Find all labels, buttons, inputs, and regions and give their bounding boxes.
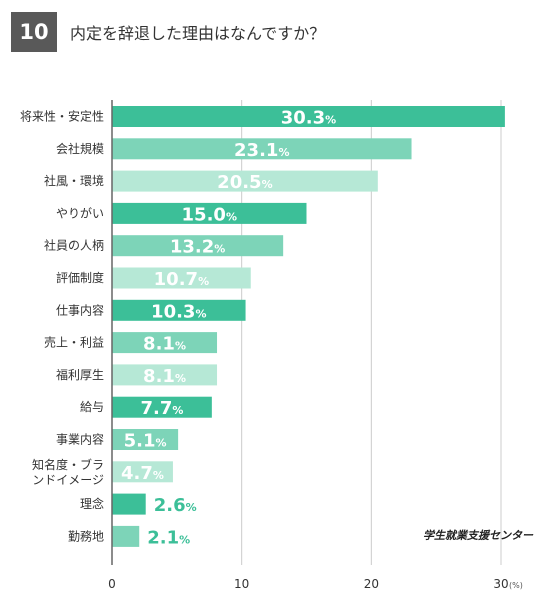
value-label: 8.1%: [143, 366, 186, 387]
value-label: 4.7%: [121, 463, 164, 484]
bar: [112, 332, 218, 354]
x-tick-label: 20: [364, 577, 379, 591]
x-tick-label: 10: [234, 577, 249, 591]
bar: [112, 170, 378, 192]
value-label: 20.5%: [217, 172, 272, 193]
value-label: 7.7%: [140, 398, 183, 419]
bar: [112, 396, 212, 418]
bar: [112, 106, 505, 127]
category-label: 社風・環境: [44, 173, 104, 188]
category-label: 社員の人柄: [44, 238, 104, 253]
bar: [112, 235, 284, 257]
value-label: 2.6%: [154, 495, 197, 516]
category-label: やりがい: [56, 205, 104, 220]
category-label: 勤務地: [68, 529, 104, 543]
category-label: 評価制度: [56, 270, 104, 285]
value-label: 23.1%: [234, 140, 289, 161]
bar: [112, 138, 412, 160]
bar: [112, 493, 146, 515]
bar: [112, 525, 140, 547]
value-label: 5.1%: [124, 431, 167, 452]
category-label: 仕事内容: [56, 302, 104, 317]
value-label: 15.0%: [182, 204, 237, 225]
category-label: 福利厚生: [56, 367, 104, 382]
value-label: 2.1%: [147, 527, 190, 548]
source-credit: 学生就業支援センター: [423, 529, 533, 542]
x-tick-label: 0: [108, 577, 116, 591]
value-label: 13.2%: [170, 237, 225, 258]
value-label: 10.3%: [151, 301, 206, 322]
bar: [112, 202, 307, 224]
question-number-badge: 10: [11, 12, 57, 52]
category-label: 給与: [80, 400, 104, 414]
bar: [112, 299, 246, 321]
bar: [112, 461, 173, 483]
category-label: 売上・利益: [44, 335, 104, 350]
x-tick-label: 30: [493, 577, 508, 591]
category-label: 知名度・ブランドイメージ: [32, 457, 104, 487]
page-title: 内定を辞退した理由はなんですか？: [70, 24, 326, 43]
bar: [112, 267, 251, 289]
bar: [112, 429, 179, 450]
category-label: 将来性・安定性: [20, 109, 104, 124]
bar: [112, 364, 218, 386]
category-label: 事業内容: [56, 432, 104, 447]
value-label: 10.7%: [154, 269, 209, 290]
x-axis-unit: (%): [509, 581, 523, 590]
category-label: 理念: [80, 496, 104, 511]
value-label: 8.1%: [143, 334, 186, 355]
value-label: 30.3%: [281, 108, 336, 129]
category-label: 会社規模: [56, 141, 104, 156]
